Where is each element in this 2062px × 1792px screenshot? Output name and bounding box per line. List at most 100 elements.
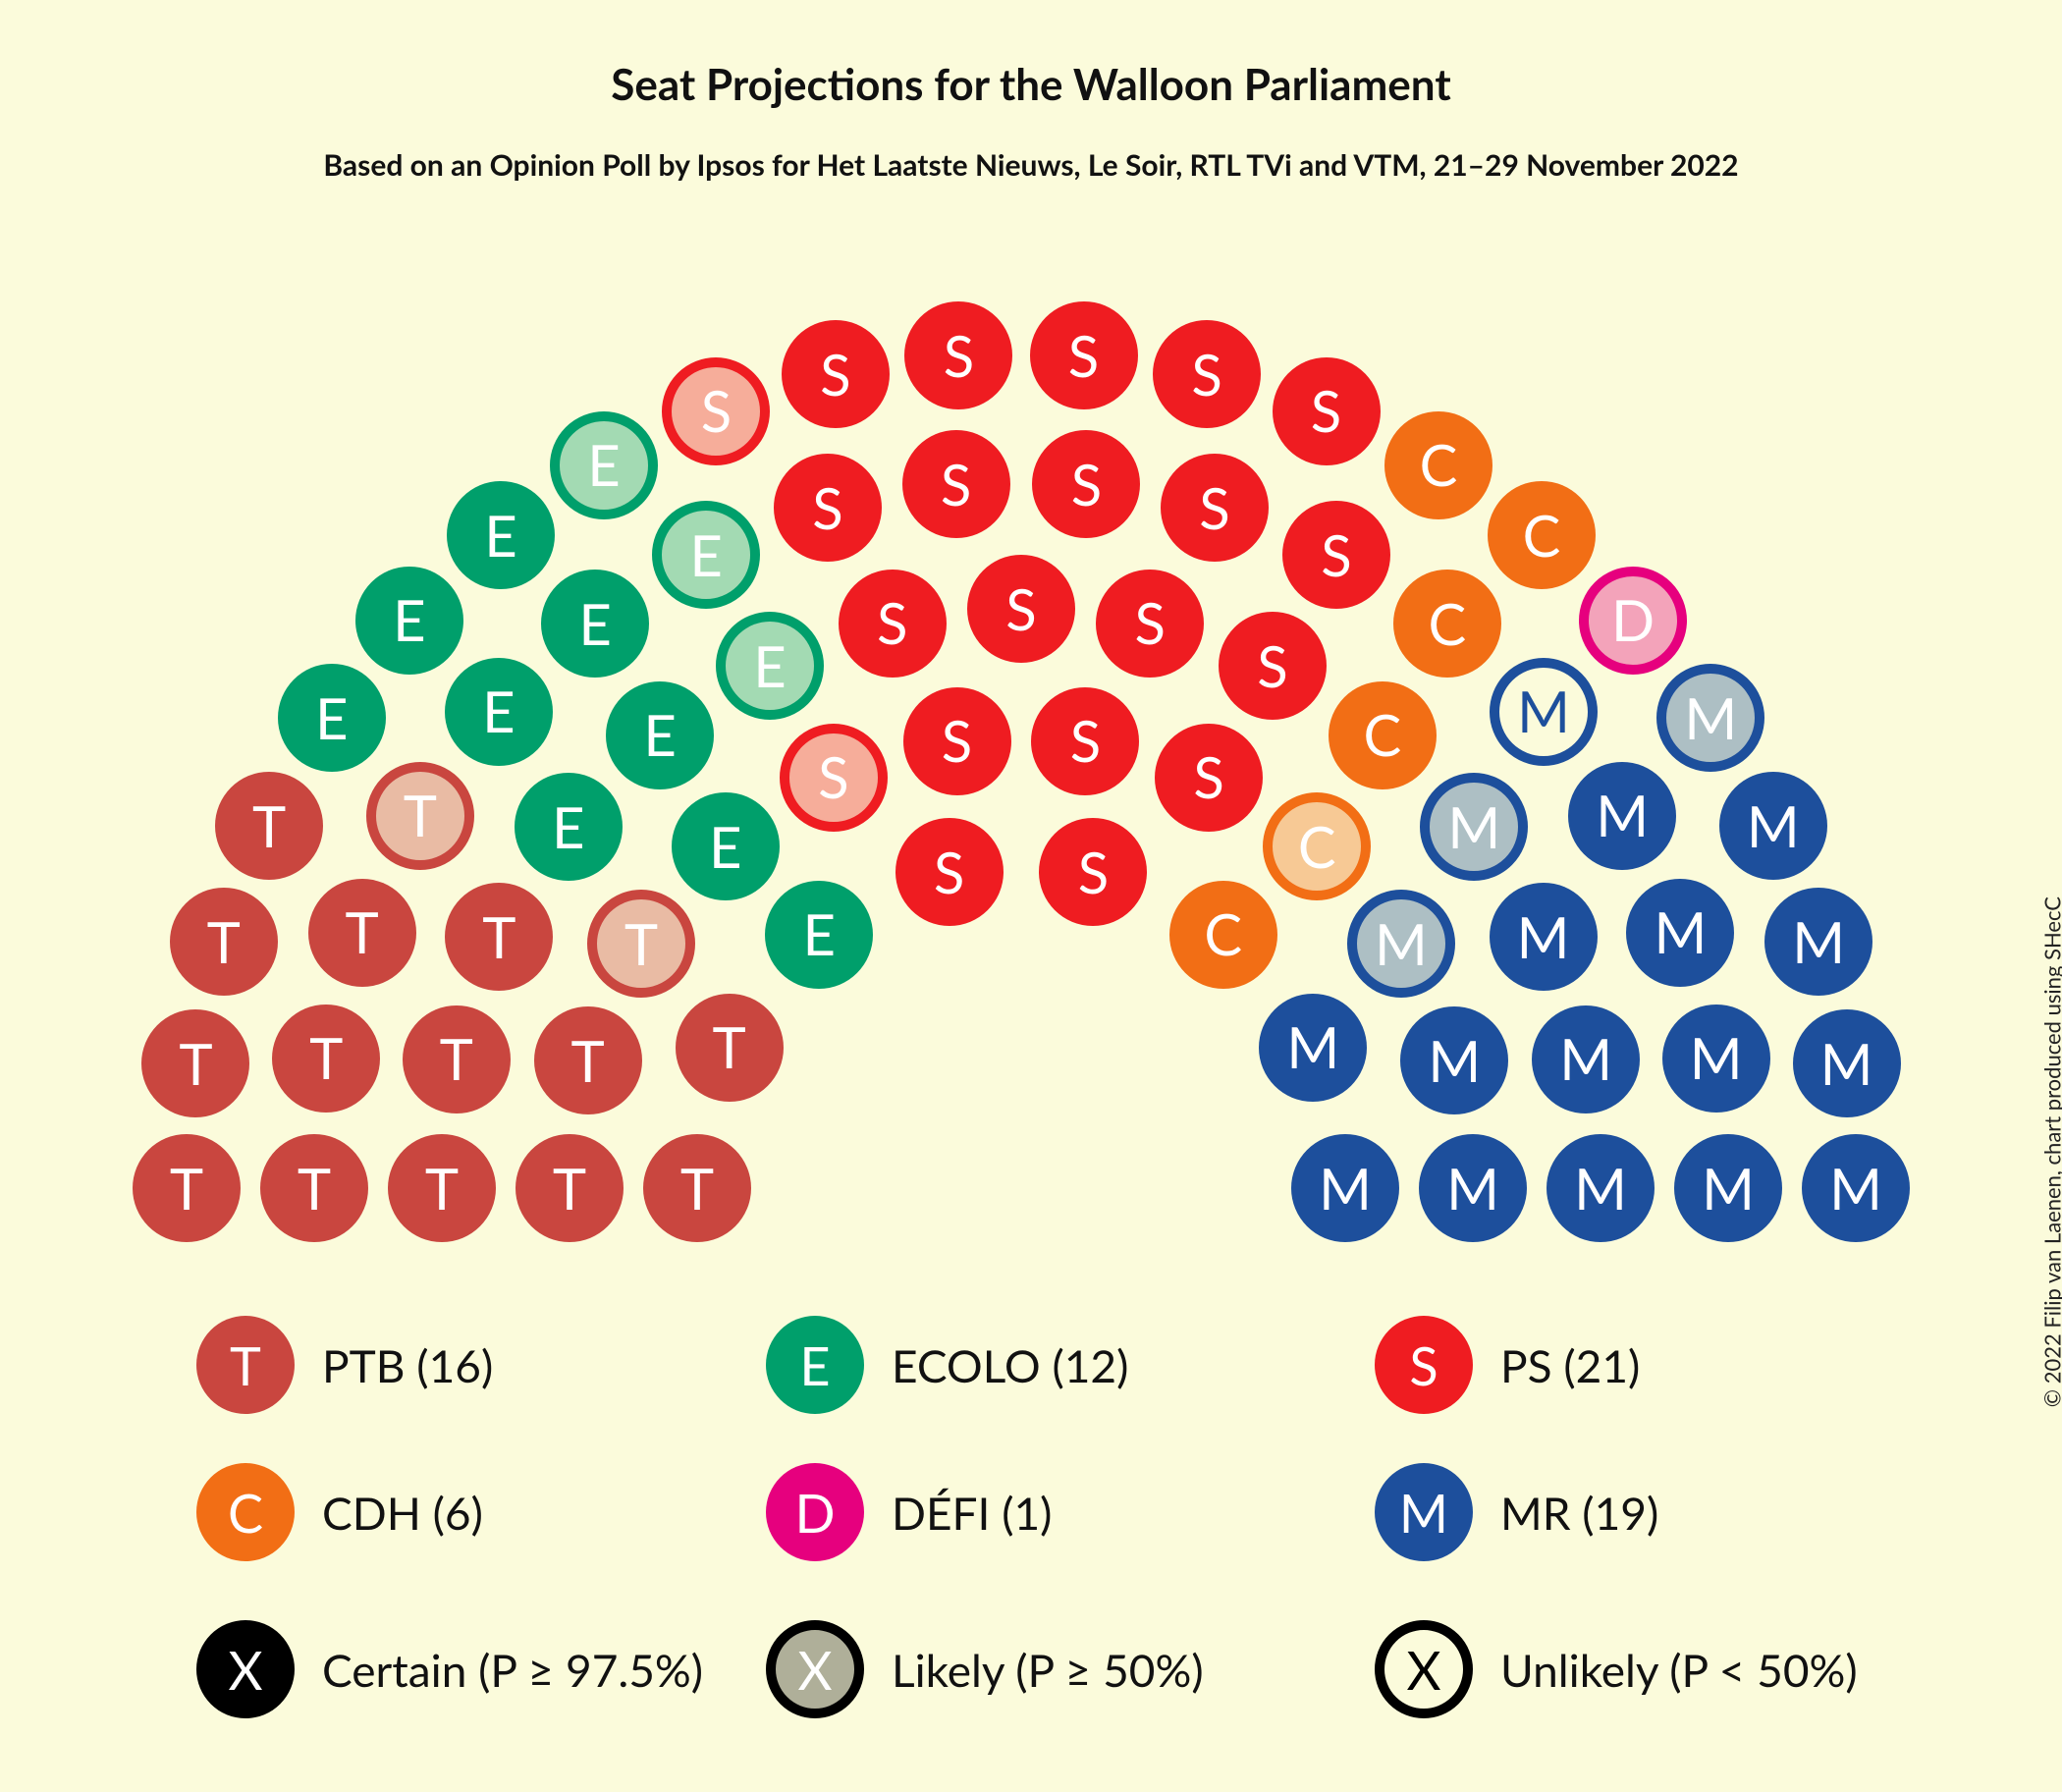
seat-cdh: C — [1384, 411, 1492, 519]
seat-mr: M — [1490, 883, 1598, 991]
legend-swatch-ecolo: E — [766, 1316, 864, 1414]
seat-mr: M — [1400, 1006, 1508, 1114]
seat-ptb: T — [366, 762, 474, 870]
legend-swatch-unlikely: X — [1375, 1620, 1473, 1718]
seat-ecolo: E — [652, 501, 760, 609]
legend-label: CDH (6) — [322, 1486, 483, 1540]
seat-ps: S — [1161, 454, 1269, 562]
seat-ptb: T — [260, 1134, 368, 1242]
seat-mr: M — [1259, 994, 1367, 1102]
seat-ps: S — [904, 301, 1012, 409]
seat-ps: S — [1273, 357, 1381, 465]
seat-cdh: C — [1488, 481, 1596, 589]
seat-défi: D — [1579, 567, 1687, 675]
seat-ps: S — [1039, 818, 1147, 926]
seat-mr: M — [1347, 890, 1455, 998]
seat-ecolo: E — [541, 570, 649, 678]
legend-swatch-certain: X — [196, 1620, 295, 1718]
seat-ptb: T — [388, 1134, 496, 1242]
seat-ecolo: E — [447, 481, 555, 589]
seat-ps: S — [1153, 320, 1261, 428]
legend-item-certain: X Certain (P ≥ 97.5%) — [196, 1620, 703, 1718]
seat-ps: S — [839, 570, 947, 678]
legend-label: PS (21) — [1500, 1338, 1640, 1392]
seat-ptb: T — [445, 883, 553, 991]
seat-ecolo: E — [716, 612, 824, 720]
legend-swatch-ptb: T — [196, 1316, 295, 1414]
seat-ps: S — [1031, 687, 1139, 795]
seat-ptb: T — [643, 1134, 751, 1242]
seat-mr: M — [1793, 1009, 1901, 1117]
legend-label: Certain (P ≥ 97.5%) — [322, 1643, 703, 1697]
seat-ptb: T — [534, 1006, 642, 1114]
seat-ps: S — [782, 320, 890, 428]
seat-ptb: T — [403, 1005, 511, 1113]
seat-ps: S — [1155, 724, 1263, 832]
seat-mr: M — [1674, 1134, 1782, 1242]
legend-item-cdh: C CDH (6) — [196, 1463, 483, 1561]
seat-mr: M — [1764, 888, 1872, 996]
copyright-text: © 2022 Filip van Laenen, chart produced … — [2039, 896, 2062, 1407]
chart-title: Seat Projections for the Walloon Parliam… — [0, 59, 2062, 110]
seat-mr: M — [1490, 658, 1598, 766]
seat-cdh: C — [1393, 570, 1501, 678]
seat-ptb: T — [587, 890, 695, 998]
seat-cdh: C — [1329, 681, 1437, 789]
seat-ptb: T — [516, 1134, 624, 1242]
seat-ps: S — [1282, 501, 1390, 609]
seat-ptb: T — [676, 994, 784, 1102]
legend-item-défi: DDÉFI (1) — [766, 1463, 1052, 1561]
seat-ps: S — [903, 687, 1011, 795]
seat-ps: S — [1030, 301, 1138, 409]
seat-ps: S — [1219, 612, 1327, 720]
legend-item-ecolo: E ECOLO (12) — [766, 1316, 1128, 1414]
seat-ps: S — [662, 357, 770, 465]
seat-ps: S — [1032, 430, 1140, 538]
seat-ps: S — [902, 430, 1010, 538]
seat-mr: M — [1626, 879, 1734, 987]
legend-item-mr: M MR (19) — [1375, 1463, 1658, 1561]
seat-ps: S — [780, 724, 888, 832]
legend-item-ptb: T PTB (16) — [196, 1316, 493, 1414]
legend-item-likely: X Likely (P ≥ 50%) — [766, 1620, 1204, 1718]
seat-ptb: T — [133, 1134, 241, 1242]
seat-ecolo: E — [445, 658, 553, 766]
seat-mr: M — [1291, 1134, 1399, 1242]
seat-mr: M — [1662, 1005, 1770, 1113]
chart-subtitle: Based on an Opinion Poll by Ipsos for He… — [0, 147, 2062, 183]
legend-swatch-mr: M — [1375, 1463, 1473, 1561]
seat-mr: M — [1420, 773, 1528, 881]
legend-label: ECOLO (12) — [892, 1338, 1128, 1392]
seat-cdh: C — [1169, 881, 1277, 989]
legend-label: MR (19) — [1500, 1486, 1658, 1540]
seat-ptb: T — [308, 879, 416, 987]
seat-ps: S — [895, 818, 1004, 926]
legend-item-ps: S PS (21) — [1375, 1316, 1640, 1414]
seat-ptb: T — [141, 1009, 249, 1117]
seat-mr: M — [1568, 762, 1676, 870]
seat-cdh: C — [1263, 792, 1371, 900]
seat-ecolo: E — [278, 664, 386, 772]
seat-ptb: T — [170, 888, 278, 996]
legend-label: Likely (P ≥ 50%) — [892, 1643, 1204, 1697]
legend-swatch-cdh: C — [196, 1463, 295, 1561]
legend-item-unlikely: XUnlikely (P < 50%) — [1375, 1620, 1858, 1718]
legend-label: PTB (16) — [322, 1338, 493, 1392]
seat-mr: M — [1656, 664, 1764, 772]
seat-mr: M — [1419, 1134, 1527, 1242]
seat-ps: S — [967, 555, 1075, 663]
legend-swatch-ps: S — [1375, 1316, 1473, 1414]
seat-ptb: T — [272, 1005, 380, 1113]
legend-swatch-défi: D — [766, 1463, 864, 1561]
legend-swatch-likely: X — [766, 1620, 864, 1718]
seat-mr: M — [1719, 772, 1827, 880]
seat-ps: S — [774, 454, 882, 562]
seat-ps: S — [1096, 570, 1204, 678]
seat-ecolo: E — [672, 792, 780, 900]
seat-ptb: T — [215, 772, 323, 880]
seat-mr: M — [1802, 1134, 1910, 1242]
seat-ecolo: E — [765, 881, 873, 989]
seat-ecolo: E — [550, 411, 658, 519]
seat-ecolo: E — [515, 773, 623, 881]
seat-ecolo: E — [355, 567, 463, 675]
